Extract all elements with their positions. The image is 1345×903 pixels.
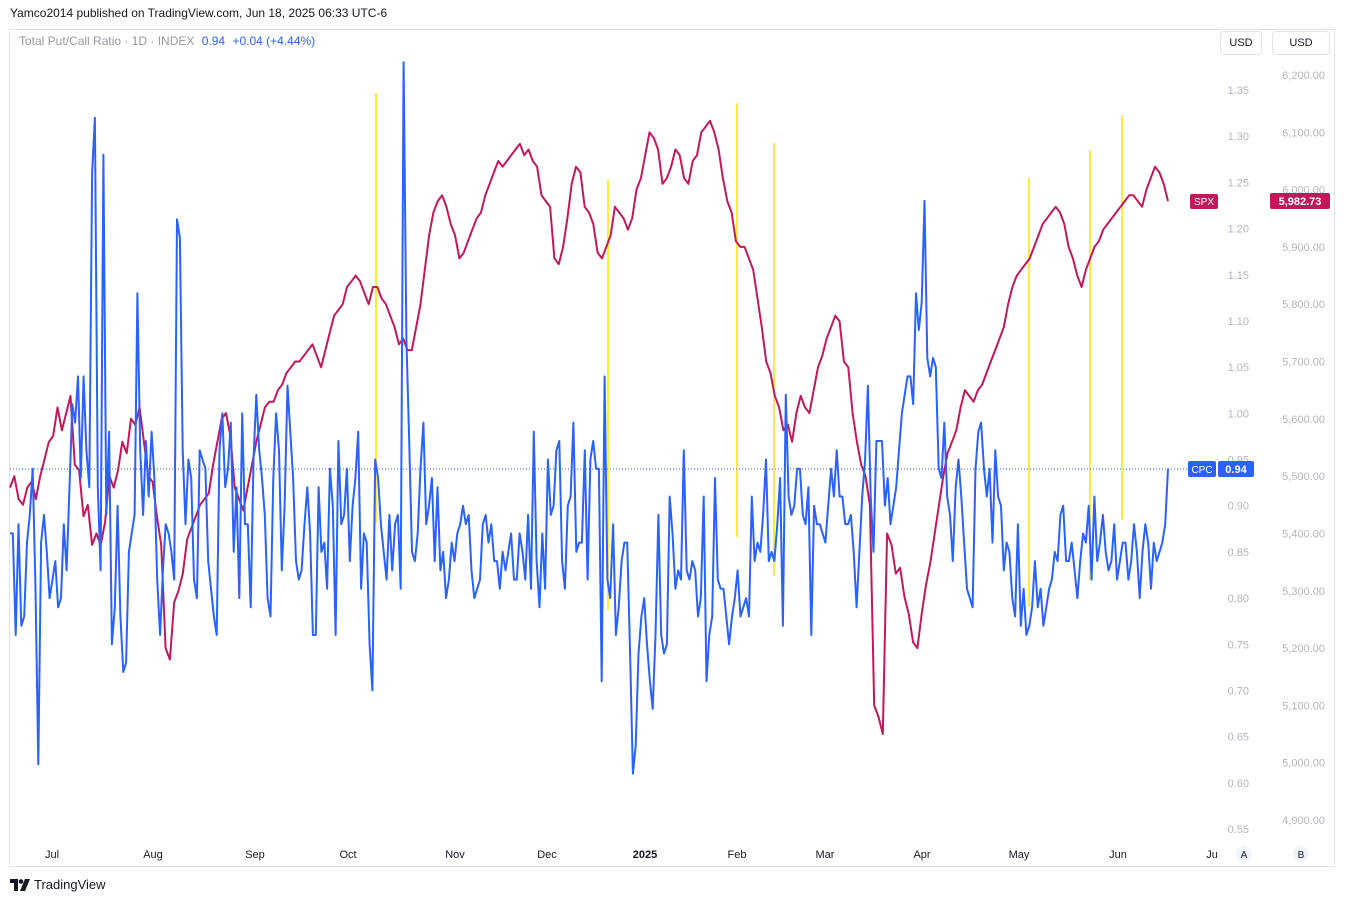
cpc-series xyxy=(10,61,1169,775)
x-tick-label: Sep xyxy=(245,849,265,861)
cpc-last-value: 0.94 xyxy=(1225,464,1247,476)
cpc-name-label: CPC xyxy=(1188,461,1216,477)
legend-series-name: Total Put/Call Ratio · 1D · INDEX xyxy=(19,34,195,48)
spx-tick-label: 5,300.00 xyxy=(1282,586,1325,598)
cpc-tick-label: 1.30 xyxy=(1228,131,1249,143)
tradingview-logo-icon xyxy=(10,878,30,891)
spx-price-label: 5,982.73 xyxy=(1270,193,1330,209)
spx-series-name: SPX xyxy=(1194,197,1214,208)
cpc-tick-label: 0.60 xyxy=(1228,778,1249,790)
spx-axis: 6,200.006,100.006,000.005,900.005,800.00… xyxy=(1282,70,1325,827)
cpc-tick-label: 1.15 xyxy=(1228,270,1249,282)
spx-tick-label: 5,800.00 xyxy=(1282,299,1325,311)
x-tick-label: Oct xyxy=(339,849,356,861)
cpc-tick-label: 0.55 xyxy=(1228,824,1249,836)
cpc-tick-label: 0.65 xyxy=(1228,732,1249,744)
cpc-tick-label: 1.25 xyxy=(1228,177,1249,189)
x-tick-label: Jun xyxy=(1109,849,1127,861)
spx-tick-label: 5,200.00 xyxy=(1282,643,1325,655)
spx-last-value: 5,982.73 xyxy=(1279,196,1322,208)
spx-tick-label: 5,600.00 xyxy=(1282,414,1325,426)
x-tick-label: Mar xyxy=(816,849,835,861)
cpc-tick-label: 1.20 xyxy=(1228,224,1249,236)
cpc-tick-label: 0.70 xyxy=(1228,685,1249,697)
cpc-tick-label: 1.00 xyxy=(1228,408,1249,420)
cpc-axis: 1.351.301.251.201.151.101.051.000.950.90… xyxy=(1228,85,1249,836)
x-tick-label: 2025 xyxy=(633,849,657,861)
cpc-tick-label: 1.05 xyxy=(1228,362,1249,374)
spx-tick-label: 4,900.00 xyxy=(1282,815,1325,827)
legend-change: +0.04 (+4.44%) xyxy=(232,34,316,48)
x-tick-label: Ju xyxy=(1206,849,1218,861)
spx-tick-label: 5,500.00 xyxy=(1282,471,1325,483)
spx-tick-label: 5,400.00 xyxy=(1282,529,1325,541)
cpc-tick-label: 0.75 xyxy=(1228,639,1249,651)
x-tick-label: Dec xyxy=(537,849,557,861)
spx-tick-label: 6,100.00 xyxy=(1282,127,1325,139)
marker-lines xyxy=(375,93,1123,610)
spx-tick-label: 5,700.00 xyxy=(1282,357,1325,369)
spx-tick-label: 6,200.00 xyxy=(1282,70,1325,82)
spx-tick-label: 5,900.00 xyxy=(1282,242,1325,254)
spx-tick-label: 5,000.00 xyxy=(1282,758,1325,770)
legend-last-value: 0.94 xyxy=(201,34,226,48)
cpc-series-name: CPC xyxy=(1191,465,1212,476)
currency-button-right[interactable]: USD xyxy=(1272,31,1330,55)
cpc-tick-label: 0.90 xyxy=(1228,501,1249,513)
cpc-line xyxy=(10,61,1169,775)
brand-name: TradingView xyxy=(34,877,106,892)
spx-tick-label: 5,100.00 xyxy=(1282,700,1325,712)
spx-line xyxy=(9,119,1169,735)
spx-name-label: SPX xyxy=(1190,194,1218,209)
x-tick-label: Nov xyxy=(445,849,465,861)
series-legend[interactable]: Total Put/Call Ratio · 1D · INDEX 0.94 +… xyxy=(19,34,315,48)
cpc-tick-label: 1.10 xyxy=(1228,316,1249,328)
axis-button-bg xyxy=(1293,846,1309,862)
axis-button-label: A xyxy=(1241,850,1248,861)
cpc-tick-label: 0.85 xyxy=(1228,547,1249,559)
currency-button-left[interactable]: USD xyxy=(1220,31,1262,55)
x-tick-label: Feb xyxy=(728,849,747,861)
tradingview-brand[interactable]: TradingView xyxy=(10,877,106,892)
cpc-tick-label: 1.35 xyxy=(1228,85,1249,97)
axis-button-bg xyxy=(1236,846,1252,862)
cpc-tick-label: 0.80 xyxy=(1228,593,1249,605)
cpc-price-label: 0.94 xyxy=(1218,461,1254,477)
x-tick-label: Apr xyxy=(913,849,930,861)
x-tick-label: May xyxy=(1009,849,1030,861)
x-tick-label: Aug xyxy=(143,849,163,861)
axis-button-label: B xyxy=(1298,850,1305,861)
chart-frame xyxy=(9,29,1335,867)
x-tick-label: Jul xyxy=(45,849,59,861)
publisher-note: Yamco2014 published on TradingView.com, … xyxy=(10,6,388,20)
time-axis: Jul Aug Sep Oct Nov Dec 2025 Feb Mar Apr May Jun Ju A… xyxy=(45,846,1309,862)
spx-series xyxy=(9,119,1169,735)
